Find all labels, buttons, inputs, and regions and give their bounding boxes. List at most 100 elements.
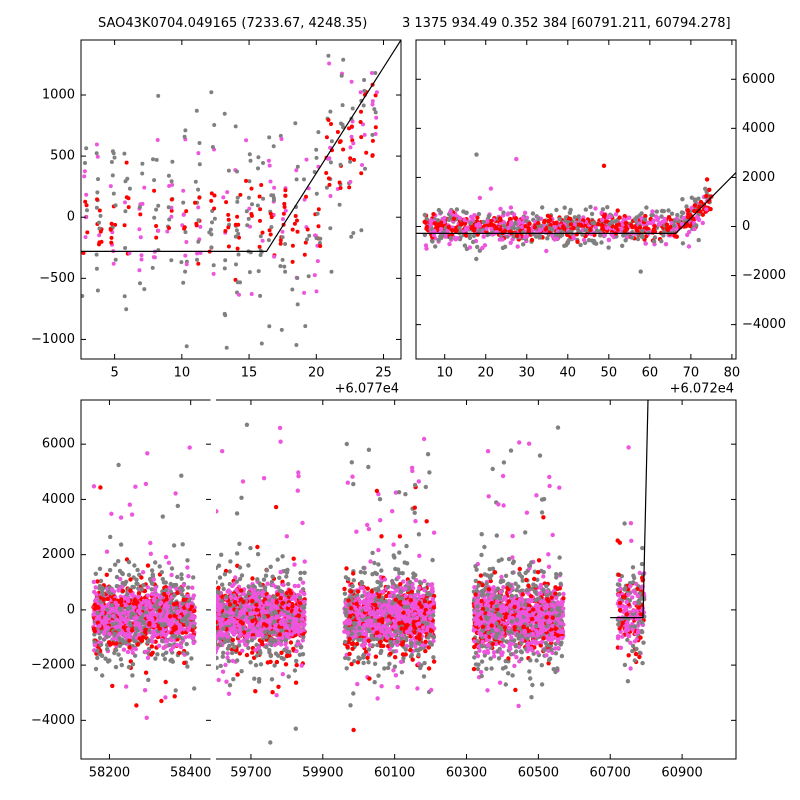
data-point — [271, 630, 277, 635]
data-point — [704, 177, 710, 182]
data-point — [106, 589, 112, 594]
data-point — [248, 660, 253, 665]
data-point — [373, 93, 378, 98]
data-point — [307, 233, 312, 238]
data-point — [179, 473, 184, 478]
data-point — [351, 141, 356, 146]
data-point — [553, 225, 558, 230]
data-point — [302, 177, 306, 182]
data-point — [707, 187, 712, 192]
data-point — [197, 195, 202, 200]
data-point — [221, 586, 226, 592]
data-point — [104, 549, 110, 554]
data-point — [266, 158, 271, 163]
data-point — [185, 651, 190, 656]
data-point — [634, 228, 640, 233]
data-point — [281, 582, 286, 588]
data-point — [599, 240, 604, 245]
data-point — [126, 572, 132, 578]
data-point — [300, 617, 305, 622]
data-point — [565, 240, 571, 246]
data-point — [457, 216, 463, 221]
data-point — [124, 632, 129, 637]
data-point — [256, 645, 261, 651]
data-point — [134, 703, 139, 708]
data-point — [668, 224, 673, 230]
data-point — [401, 579, 406, 584]
data-point — [271, 196, 276, 201]
data-point — [227, 569, 232, 574]
y-tick-label: 4000 — [742, 121, 775, 136]
data-point — [249, 186, 254, 191]
data-point — [138, 281, 142, 286]
data-point — [621, 233, 626, 238]
data-point — [234, 228, 239, 233]
data-point — [94, 142, 99, 147]
data-point — [326, 53, 331, 58]
data-point — [292, 221, 297, 226]
data-point — [568, 222, 574, 227]
data-point — [139, 575, 144, 580]
data-point — [146, 677, 151, 683]
data-point — [373, 71, 378, 75]
data-point — [435, 224, 440, 229]
data-point — [314, 147, 319, 152]
data-point — [568, 207, 573, 213]
data-point — [150, 650, 155, 655]
data-point — [250, 618, 255, 624]
data-point — [240, 648, 245, 653]
data-point — [348, 159, 353, 164]
data-point — [94, 597, 99, 602]
data-point — [251, 587, 257, 592]
panel2-plot — [416, 152, 736, 274]
data-point — [454, 228, 459, 233]
data-point — [117, 606, 123, 611]
data-point — [132, 563, 137, 568]
data-point — [186, 598, 191, 604]
data-point — [238, 609, 243, 614]
data-point — [210, 145, 215, 149]
data-point — [410, 657, 415, 662]
data-point — [229, 650, 235, 656]
data-point — [290, 287, 295, 292]
data-point — [293, 726, 298, 731]
data-point — [104, 572, 110, 577]
data-point — [91, 579, 97, 585]
data-point — [302, 290, 307, 295]
data-point — [271, 144, 276, 149]
data-point — [155, 652, 160, 657]
data-point — [189, 612, 195, 618]
data-point — [606, 245, 611, 250]
data-point — [189, 656, 194, 661]
data-point — [126, 664, 132, 670]
data-point — [268, 653, 273, 659]
data-point — [337, 202, 342, 207]
data-point — [95, 655, 100, 661]
data-point — [295, 229, 300, 234]
data-point — [540, 205, 545, 210]
data-point — [692, 226, 697, 232]
data-point — [340, 122, 345, 127]
data-point — [118, 657, 124, 662]
data-point — [109, 603, 115, 608]
data-point — [244, 138, 249, 143]
data-point — [318, 244, 323, 248]
data-point — [293, 619, 298, 625]
data-point — [236, 231, 241, 236]
data-point — [154, 235, 159, 240]
data-point — [234, 612, 239, 617]
data-point — [269, 606, 274, 612]
data-point — [224, 345, 229, 350]
data-point — [276, 640, 281, 645]
data-point — [119, 599, 124, 604]
data-point — [299, 644, 304, 649]
data-point — [256, 166, 260, 171]
data-point — [620, 243, 625, 248]
data-point — [129, 611, 134, 616]
data-point — [264, 634, 269, 640]
data-point — [347, 126, 351, 131]
data-point — [700, 212, 705, 217]
data-point — [598, 233, 603, 238]
data-point — [594, 228, 599, 233]
data-point — [235, 199, 240, 204]
